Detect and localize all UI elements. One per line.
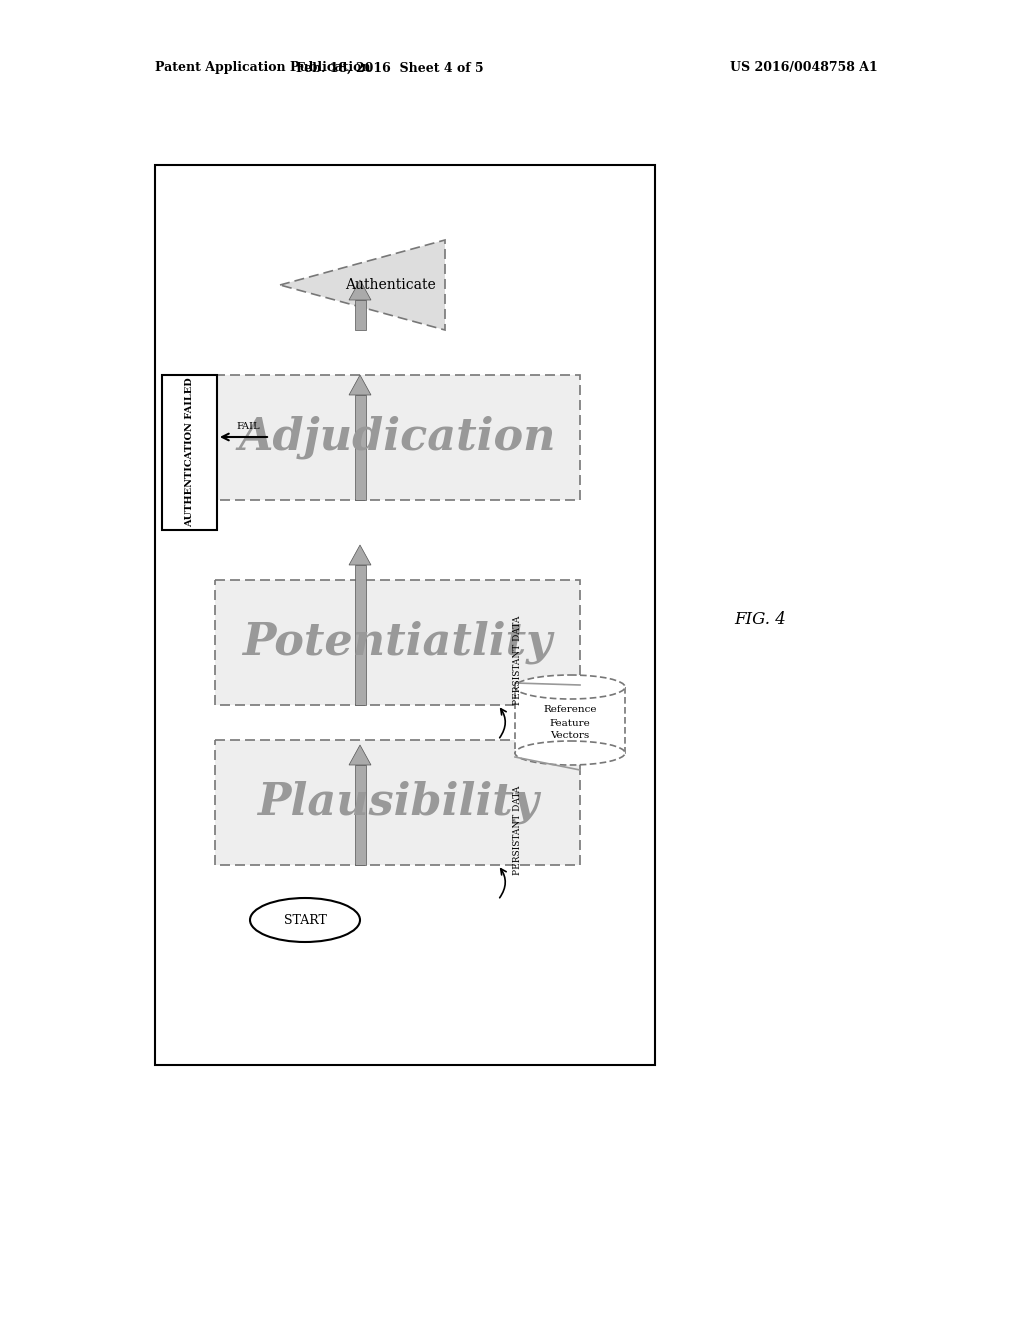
Text: Adjudication: Adjudication [239, 416, 556, 459]
Ellipse shape [515, 741, 625, 766]
Text: Feature: Feature [550, 718, 591, 727]
Polygon shape [349, 280, 371, 300]
Text: Vectors: Vectors [550, 731, 590, 741]
Polygon shape [349, 744, 371, 766]
Bar [354, 565, 366, 705]
Text: Feb. 18, 2016  Sheet 4 of 5: Feb. 18, 2016 Sheet 4 of 5 [296, 62, 483, 74]
Text: Authenticate: Authenticate [345, 279, 435, 292]
Text: Reference: Reference [544, 705, 597, 714]
Bar [162, 375, 217, 531]
Bar [515, 686, 625, 752]
Bar [354, 300, 366, 330]
Text: US 2016/0048758 A1: US 2016/0048758 A1 [730, 62, 878, 74]
Text: FIG. 4: FIG. 4 [734, 611, 786, 628]
Text: Patent Application Publication: Patent Application Publication [155, 62, 371, 74]
Text: AUTHENTICATION FAILED: AUTHENTICATION FAILED [185, 378, 194, 527]
Polygon shape [280, 240, 445, 330]
Polygon shape [349, 375, 371, 395]
Text: FAIL: FAIL [237, 422, 260, 432]
Bar [215, 375, 580, 500]
Text: Plausibility: Plausibility [257, 780, 539, 824]
Bar [354, 766, 366, 865]
Bar [215, 579, 580, 705]
Text: Potentiatlity: Potentiatlity [243, 620, 553, 664]
Polygon shape [349, 545, 371, 565]
Bar [215, 741, 580, 865]
Bar [155, 165, 655, 1065]
Text: PERSISTANT DATA: PERSISTANT DATA [513, 615, 522, 705]
Text: START: START [284, 913, 327, 927]
Text: PERSISTANT DATA: PERSISTANT DATA [513, 785, 522, 875]
Bar [354, 395, 366, 500]
Ellipse shape [515, 675, 625, 700]
Ellipse shape [250, 898, 360, 942]
